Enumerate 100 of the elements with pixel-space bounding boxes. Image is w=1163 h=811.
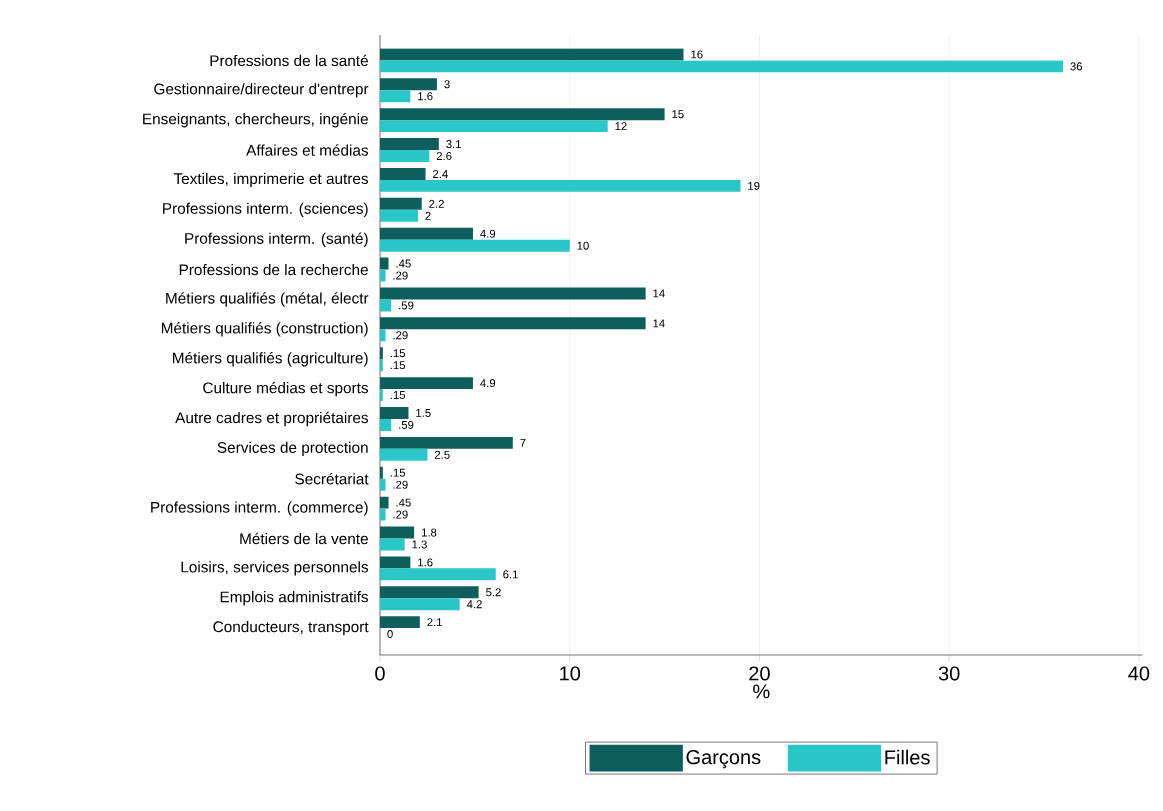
bar <box>380 257 389 270</box>
data-label: 7 <box>520 438 526 447</box>
data-label: 15 <box>672 110 684 119</box>
data-label: .29 <box>393 271 408 280</box>
data-label: .15 <box>390 468 406 477</box>
x-tick-label: 20 <box>749 666 770 681</box>
data-label: .15 <box>390 349 406 358</box>
bar <box>380 407 409 419</box>
bar <box>380 150 430 162</box>
bar <box>380 496 389 509</box>
x-axis-title: % <box>753 684 770 699</box>
y-tick-label: Professions de la santé <box>210 54 368 67</box>
data-label: 2.2 <box>429 199 444 208</box>
y-tick-label: Services de protection <box>217 441 368 456</box>
bar <box>380 598 460 611</box>
data-label: 4.9 <box>480 379 496 388</box>
data-label: 16 <box>691 50 703 59</box>
bar <box>380 436 513 449</box>
bar <box>380 329 386 342</box>
bar <box>380 138 439 151</box>
data-label: 6.1 <box>503 570 518 579</box>
data-label: 1.6 <box>418 92 433 101</box>
bar <box>380 197 422 210</box>
bar <box>380 239 570 252</box>
bar <box>380 299 392 312</box>
bar <box>380 227 473 240</box>
data-label: .45 <box>396 259 411 268</box>
data-label: 1.5 <box>416 409 431 417</box>
y-tick-label: Professions interm. (commerce) <box>151 501 368 516</box>
y-tick-label: Loisirs, services personnels <box>181 561 369 576</box>
data-label: 2 <box>425 211 431 220</box>
y-tick-label: Métiers de la vente <box>240 532 368 545</box>
bar <box>380 538 405 551</box>
y-tick-label: Culture médias et sports <box>203 381 369 397</box>
y-tick-label: Textiles, imprimerie et autres <box>173 172 369 188</box>
data-label: .59 <box>399 301 414 310</box>
data-label: .15 <box>390 361 406 370</box>
bar <box>380 108 665 121</box>
bar <box>380 120 608 133</box>
x-tick-label: 30 <box>938 666 960 681</box>
data-label: .29 <box>393 480 408 489</box>
y-tick-label: Emplois administratifs <box>220 591 369 606</box>
data-label: 19 <box>748 181 760 190</box>
data-label: .29 <box>393 331 408 340</box>
y-tick-label: Gestionnaire/directeur d'entrepr <box>154 83 369 98</box>
bar <box>380 448 428 461</box>
y-tick-label: Conducteurs, transport <box>213 620 369 636</box>
bar <box>380 167 426 180</box>
data-label: .45 <box>396 498 411 507</box>
data-label: 14 <box>653 319 665 328</box>
bar <box>380 287 646 300</box>
bar <box>380 78 437 91</box>
bar <box>380 556 411 569</box>
data-label: 3.1 <box>446 140 461 149</box>
data-label: 4.2 <box>466 600 482 609</box>
bar <box>380 478 386 491</box>
bar <box>380 508 386 521</box>
data-label: 2.4 <box>433 169 448 178</box>
bar <box>380 616 420 629</box>
y-tick-label: Professions interm. (santé) <box>185 232 368 247</box>
data-label: 1.6 <box>418 558 433 567</box>
bar <box>380 209 418 222</box>
x-tick-label: 10 <box>560 666 581 681</box>
data-label: 4.9 <box>480 229 496 238</box>
bar <box>380 418 392 431</box>
data-label: .15 <box>390 391 406 399</box>
y-tick-label: Professions interm. (sciences) <box>163 202 368 217</box>
bar <box>380 60 1063 73</box>
y-tick-label: Affaires et médias <box>246 144 369 156</box>
data-label: 10 <box>577 241 589 250</box>
data-label: 3 <box>444 80 450 89</box>
y-tick-label: Autre cadres et propriétaires <box>175 411 369 427</box>
x-tick-label: 40 <box>1128 666 1150 681</box>
data-label: 2.5 <box>434 450 450 459</box>
bar <box>380 179 741 192</box>
bar <box>380 90 411 103</box>
data-label: .59 <box>399 420 414 429</box>
data-label: 2.6 <box>436 152 452 161</box>
data-label: 36 <box>1070 62 1083 71</box>
data-label: 14 <box>653 289 665 298</box>
data-label: 1.8 <box>421 528 437 537</box>
legend-label: Filles <box>885 749 930 765</box>
bar <box>380 317 646 330</box>
x-tick-label: 0 <box>375 666 385 681</box>
data-label: 1.3 <box>412 540 427 549</box>
data-label: 2.1 <box>427 618 442 627</box>
bar <box>380 48 684 61</box>
bar <box>380 568 496 581</box>
data-label: 0 <box>387 630 393 639</box>
bar <box>380 269 386 282</box>
legend-label: Garçons <box>686 750 761 769</box>
y-tick-label: Métiers qualifiés (construction) <box>161 322 368 337</box>
y-tick-label: Enseignants, chercheurs, ingénie <box>143 112 368 128</box>
y-tick-label: Professions de la recherche <box>179 263 368 276</box>
data-label: .29 <box>393 510 408 519</box>
y-tick-label: Secrétariat <box>295 473 369 485</box>
data-label: 12 <box>615 122 627 131</box>
y-tick-label: Métiers qualifiés (agriculture) <box>173 351 368 367</box>
bar <box>380 377 473 390</box>
y-tick-label: Métiers qualifiés (métal, électr <box>166 292 369 307</box>
